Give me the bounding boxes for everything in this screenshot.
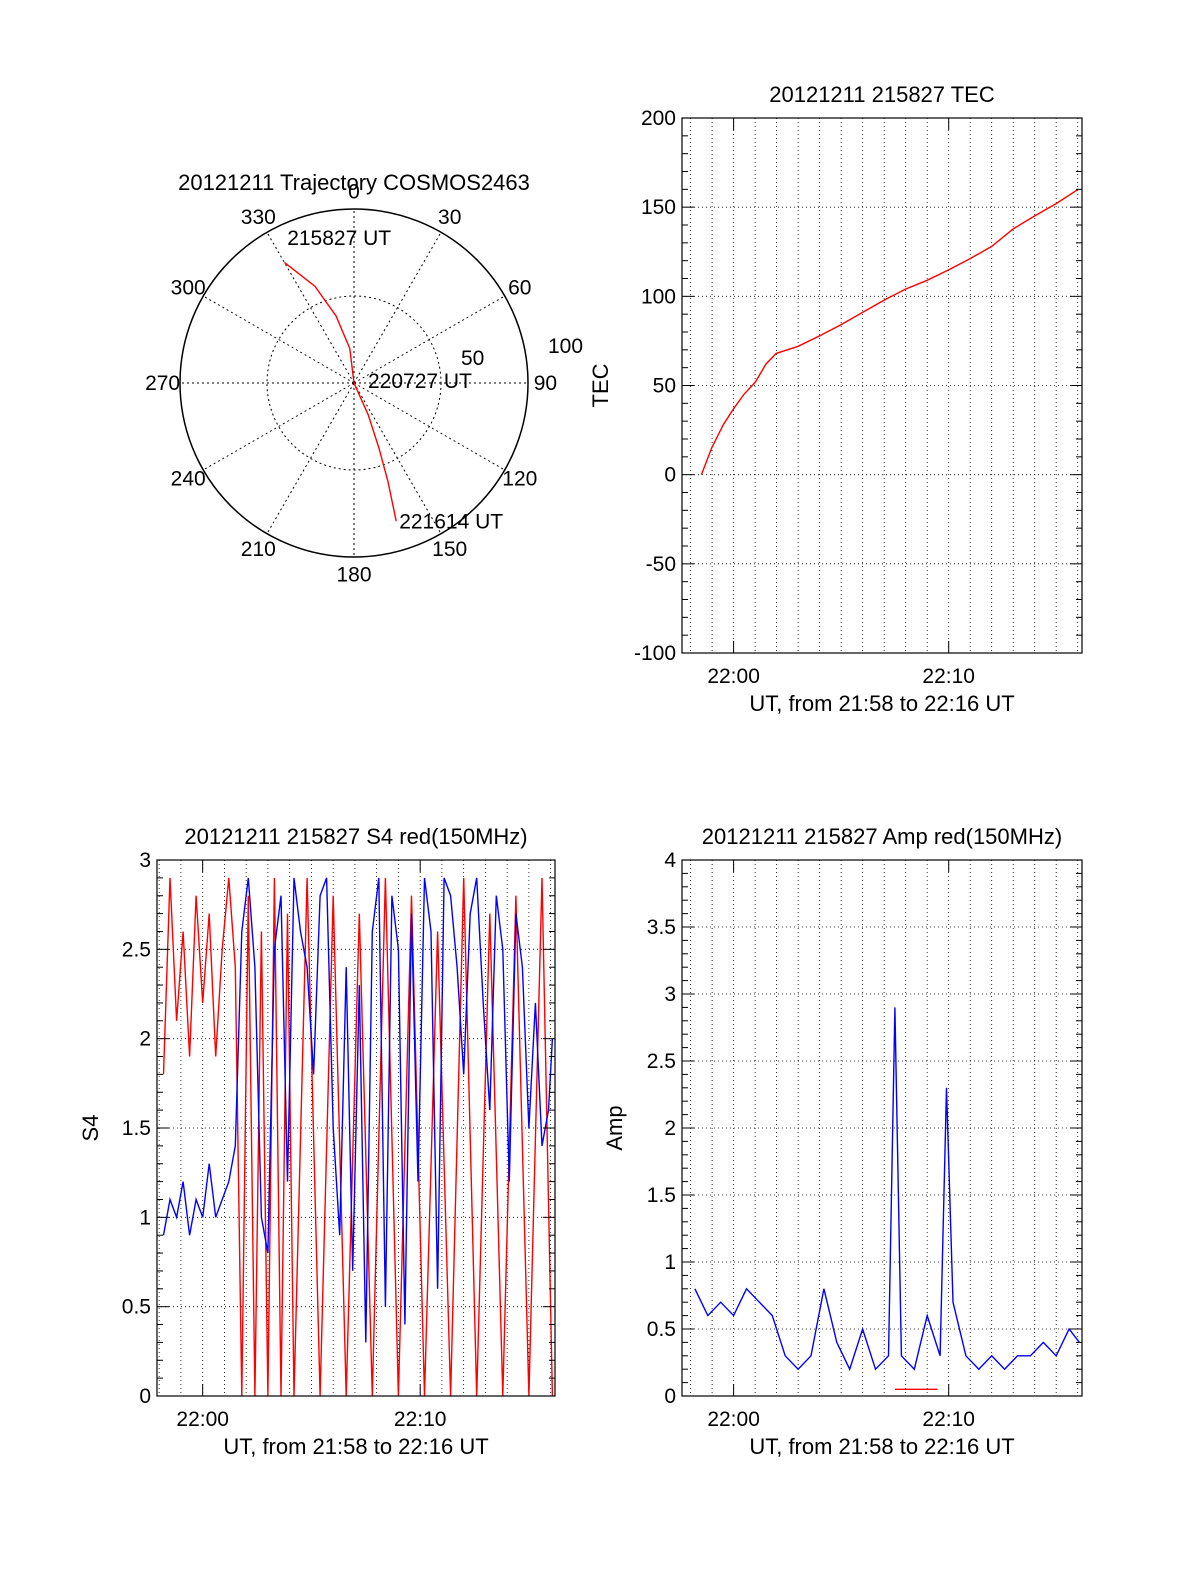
series-line: [700, 188, 1079, 475]
y-tick-label: 0.5: [647, 1318, 676, 1341]
x-tick-label: 22:10: [394, 1408, 447, 1431]
y-tick-label: 100: [641, 285, 676, 308]
y-tick-label: 0: [139, 1385, 151, 1408]
y-tick-label: 0.5: [122, 1296, 151, 1319]
x-tick-label: 22:00: [176, 1408, 229, 1431]
trajectory-time-label: 220727 UT: [368, 370, 472, 393]
polar-angle-label: 330: [241, 206, 276, 229]
amp-plot: 0 0.5 1 1.5 2 2.5 3 3.5 4 22:00 22:10 20121211 2158…: [602, 824, 1083, 1459]
trajectory-time-label: 221614 UT: [399, 510, 503, 533]
polar-spoke: [353, 232, 442, 384]
y-tick-label: -100: [634, 642, 676, 665]
trajectory-time-label: 215827 UT: [287, 227, 391, 250]
polar-spoke: [203, 295, 355, 384]
polar-spoke: [353, 382, 442, 534]
y-tick-label: 3.5: [647, 916, 676, 939]
plot-title: 20121211 Trajectory COSMOS2463: [178, 170, 530, 195]
y-tick-label: 200: [641, 107, 676, 130]
y-tick-label: 150: [641, 196, 676, 219]
y-axis-label: Amp: [602, 1105, 627, 1150]
polar-angle-label: 120: [502, 468, 537, 491]
polar-spoke: [353, 382, 505, 471]
y-tick-label: 4: [664, 849, 676, 872]
polar-trajectory-plot: 0 30 60 90 120 150 180 210 240 270 300 330 50 100 2158…: [145, 170, 583, 586]
y-tick-label: 2.5: [647, 1050, 676, 1073]
y-tick-label: 0: [664, 464, 676, 487]
s4-plot: 0 0.5 1 1.5 2 2.5 3 22:00 22:10 20121211 215827 S…: [78, 824, 556, 1459]
polar-angle-label: 240: [171, 468, 206, 491]
plot-title: 20121211 215827 Amp red(150MHz): [702, 824, 1062, 849]
y-tick-label: 1.5: [122, 1117, 151, 1140]
polar-angle-label: 90: [534, 372, 557, 395]
series-line: [694, 1007, 1080, 1372]
polar-angle-label: 150: [432, 538, 467, 561]
polar-angle-label: 270: [145, 372, 180, 395]
y-tick-label: 3: [139, 849, 151, 872]
y-tick-label: 3: [664, 983, 676, 1006]
y-tick-label: -50: [646, 553, 676, 576]
y-axis-label: S4: [78, 1115, 103, 1142]
x-axis-label: UT, from 21:58 to 22:16 UT: [223, 1434, 488, 1459]
series-line: [162, 877, 554, 1396]
polar-spoke: [266, 382, 355, 534]
polar-spoke: [266, 232, 355, 384]
x-tick-label: 22:00: [707, 1408, 760, 1431]
polar-radial-label: 100: [548, 335, 583, 358]
polar-angle-label: 30: [438, 206, 461, 229]
polar-radial-label: 50: [461, 347, 484, 370]
x-tick-label: 22:00: [707, 665, 760, 688]
plot-title: 20121211 215827 TEC: [769, 82, 995, 107]
y-tick-label: 1: [139, 1206, 151, 1229]
y-tick-label: 1.5: [647, 1184, 676, 1207]
y-axis-label: TEC: [588, 363, 613, 407]
y-tick-label: 50: [653, 375, 676, 398]
x-axis-label: UT, from 21:58 to 22:16 UT: [749, 1434, 1014, 1459]
y-tick-label: 2.5: [122, 938, 151, 961]
tec-plot: -100 -50 0 50 100 150 200 22:00 22:10 20121211 21…: [588, 82, 1083, 716]
y-tick-label: 1: [664, 1251, 676, 1274]
polar-angle-label: 60: [508, 276, 531, 299]
polar-angle-label: 210: [241, 538, 276, 561]
polar-angle-label: 300: [171, 276, 206, 299]
x-tick-label: 22:10: [922, 665, 975, 688]
y-tick-label: 2: [664, 1117, 676, 1140]
plot-title: 20121211 215827 S4 red(150MHz): [184, 824, 527, 849]
polar-angle-label: 0: [348, 181, 360, 204]
polar-angle-label: 180: [336, 563, 371, 586]
y-tick-label: 0: [664, 1385, 676, 1408]
polar-outer-circle: [179, 208, 529, 558]
series-line: [162, 877, 554, 1343]
polar-spoke: [203, 382, 355, 471]
x-axis-label: UT, from 21:58 to 22:16 UT: [749, 691, 1014, 716]
x-tick-label: 22:10: [922, 1408, 975, 1431]
trajectory-line: [283, 261, 397, 522]
y-tick-label: 2: [139, 1028, 151, 1051]
polar-spoke: [353, 295, 505, 384]
